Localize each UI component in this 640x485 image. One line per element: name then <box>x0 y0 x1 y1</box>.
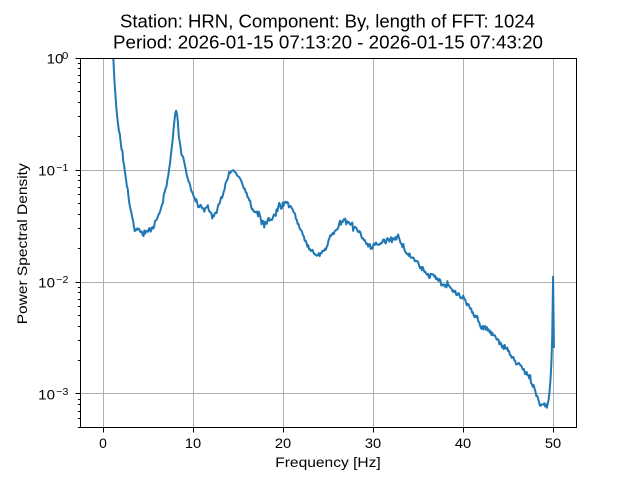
svg-text:40: 40 <box>455 435 472 451</box>
svg-text:0: 0 <box>99 435 107 451</box>
svg-text:−1: −1 <box>56 163 68 174</box>
svg-text:50: 50 <box>545 435 562 451</box>
svg-text:10: 10 <box>38 275 55 291</box>
svg-text:30: 30 <box>365 435 382 451</box>
svg-text:10: 10 <box>185 435 202 451</box>
svg-text:10: 10 <box>38 163 55 179</box>
svg-text:Frequency [Hz]: Frequency [Hz] <box>275 454 381 470</box>
svg-text:−2: −2 <box>56 275 68 286</box>
svg-text:10: 10 <box>38 387 55 403</box>
svg-text:10: 10 <box>47 51 64 67</box>
svg-text:Power Spectral Density: Power Spectral Density <box>14 163 30 324</box>
svg-text:−3: −3 <box>56 387 68 398</box>
svg-text:Station: HRN, Component: By, l: Station: HRN, Component: By, length of F… <box>120 11 535 31</box>
svg-text:0: 0 <box>62 51 69 62</box>
svg-text:Period: 2026-01-15 07:13:20 -: Period: 2026-01-15 07:13:20 - 2026-01-15… <box>113 33 543 53</box>
svg-text:20: 20 <box>275 435 292 451</box>
